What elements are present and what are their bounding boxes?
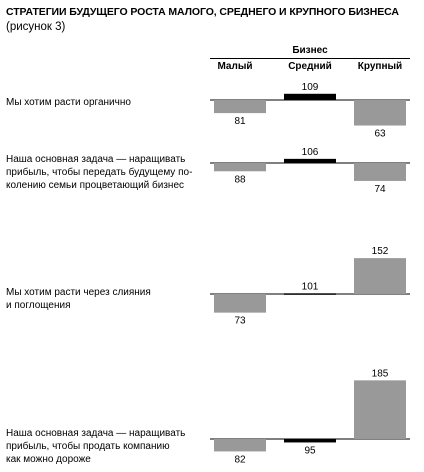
bar-value-label: 109 [302, 82, 319, 93]
bar-value-label: 152 [372, 246, 389, 257]
header-group-rule [210, 58, 410, 59]
bar-value-label: 95 [304, 445, 316, 456]
bar-value-label: 101 [302, 281, 319, 292]
bar-small [214, 100, 266, 114]
row-label-line: прибыль, чтобы передать будущему по- [6, 167, 193, 178]
row-label-line: и поглощения [6, 300, 71, 311]
bar-small [214, 163, 266, 172]
bar-small [214, 439, 266, 452]
chart-title-main: Стратегии будущего роста малого, среднег… [6, 6, 399, 18]
row-label: Наша основная задача — наращивать прибыль… [6, 427, 202, 466]
bar-large [354, 100, 406, 126]
row-label-line: Мы хотим расти через слияния [6, 287, 151, 298]
row-label: Мы хотим расти органично [6, 96, 202, 109]
bar-value-label: 88 [234, 174, 246, 185]
bar-large [354, 163, 406, 181]
bar-small [214, 294, 266, 313]
row-label-line: прибыль, чтобы продать компанию [6, 441, 170, 452]
chart-title: Стратегии будущего роста малого, среднег… [6, 5, 420, 35]
bar-medium [284, 439, 336, 443]
row-label-line: Наша основная задача — наращивать [6, 154, 186, 165]
header-group-label: Бизнес [292, 45, 328, 56]
row-label-line: колению семьи процветающий бизнес [6, 180, 185, 191]
bar-value-label: 185 [372, 368, 389, 379]
bar-large [354, 258, 406, 294]
bar-medium [284, 158, 336, 163]
bar-value-label: 106 [302, 147, 319, 158]
bar-medium [284, 93, 336, 100]
bar-value-label: 81 [234, 116, 246, 127]
row-label-line: Мы хотим расти органично [6, 97, 131, 108]
row-label-line: Наша основная задача — наращивать [6, 428, 186, 439]
bar-value-label: 74 [374, 184, 386, 195]
bar-value-label: 73 [234, 316, 246, 327]
header-col-large: Крупный [357, 61, 403, 72]
bar-medium [284, 293, 336, 295]
row-label: Мы хотим расти через слияния и поглощения [6, 286, 202, 312]
bar-large [354, 380, 406, 439]
row-label-line: как можно дороже [6, 454, 91, 465]
header-col-medium: Средний [288, 61, 332, 72]
row-label: Наша основная задача — наращивать прибыль… [6, 153, 202, 192]
bar-value-label: 63 [374, 129, 386, 140]
chart-title-sub: (рисунок 3) [6, 21, 66, 33]
bar-value-label: 82 [234, 454, 246, 465]
header-col-small: Малый [217, 61, 253, 72]
